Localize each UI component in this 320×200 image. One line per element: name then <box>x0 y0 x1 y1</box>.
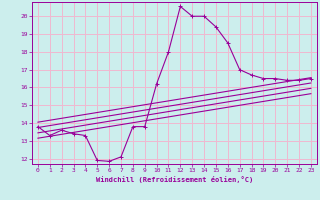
X-axis label: Windchill (Refroidissement éolien,°C): Windchill (Refroidissement éolien,°C) <box>96 176 253 183</box>
